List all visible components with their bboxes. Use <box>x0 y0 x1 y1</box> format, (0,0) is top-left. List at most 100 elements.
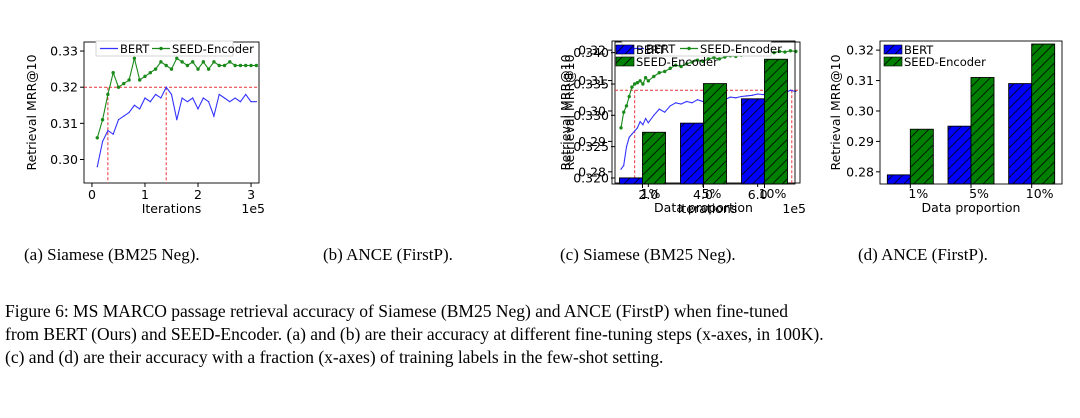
bar-seed <box>970 77 995 185</box>
data-point-bert <box>664 111 666 113</box>
y-tick-label: 0.340 <box>573 45 609 60</box>
data-point-seed <box>712 55 716 60</box>
data-point-bert <box>101 140 104 143</box>
data-point-seed <box>706 57 711 61</box>
data-point-seed <box>169 67 174 71</box>
data-point-bert <box>123 115 125 117</box>
data-point-seed <box>627 94 631 99</box>
y-tick-label: 0.29 <box>578 134 606 149</box>
data-point-seed <box>646 79 651 83</box>
data-point-seed <box>217 63 221 68</box>
legend-swatch-bert <box>615 44 635 55</box>
x-tick-label: 6.0 <box>748 187 768 202</box>
data-point-seed <box>249 63 253 68</box>
data-point-bert <box>658 108 660 110</box>
x-axis-label: Data proportion <box>654 200 753 215</box>
x-axis-label: Iterations <box>142 201 202 216</box>
data-point-seed <box>638 79 642 83</box>
y-tick-label: 0.30 <box>578 103 606 118</box>
data-point-seed <box>143 74 147 79</box>
bar-bert <box>1008 83 1033 185</box>
data-point-seed <box>175 56 179 60</box>
legend-label-bert: BERT <box>636 43 666 57</box>
data-point-bert <box>789 89 792 91</box>
data-point-bert <box>170 93 173 96</box>
data-point-seed <box>619 126 623 130</box>
bar-bert <box>741 98 765 185</box>
data-point-bert <box>160 97 162 99</box>
subcaption-a: (a) Siamese (BM25 Neg). <box>24 245 200 264</box>
y-tick-label: 0.325 <box>573 139 609 154</box>
data-point-bert <box>645 117 647 120</box>
legend-label-seed: SEED-Encoder <box>904 55 986 69</box>
bar-seed <box>1031 43 1056 185</box>
data-point-bert <box>631 133 633 135</box>
chart-b-ance-steps: 2.0 4.0 6.0 0.320 0.325 0.330 0.335 0.340 Iterat… <box>562 40 806 216</box>
data-point-seed <box>630 85 634 89</box>
data-point-seed <box>772 50 776 55</box>
data-point-seed <box>95 136 99 140</box>
data-point-bert <box>623 164 625 167</box>
data-point-seed <box>122 81 126 86</box>
series-line-bert <box>620 89 797 170</box>
data-point-seed <box>106 92 110 97</box>
chart-c-siamese-fewshot: 1% 5% 10% 0.28 0.29 0.30 0.31 0.32 Data proporti… <box>558 40 796 215</box>
bar-seed <box>703 83 727 185</box>
data-point-bert <box>795 90 797 93</box>
data-point-seed <box>185 63 190 68</box>
y-tick-label: 0.32 <box>50 80 78 95</box>
data-point-seed <box>695 58 700 62</box>
data-point-seed <box>233 63 237 68</box>
y-tick-label: 0.33 <box>50 44 78 59</box>
data-point-bert <box>117 119 120 121</box>
data-point-seed <box>632 82 637 86</box>
figure-caption: Figure 6: MS MARCO passage retrieval acc… <box>5 300 1075 369</box>
data-point-seed <box>663 69 667 74</box>
x-tick-label: 10% <box>759 186 787 201</box>
x-tick-label: 5% <box>969 186 989 201</box>
data-point-seed <box>180 60 184 64</box>
legend-marker-seed <box>159 46 163 51</box>
x-tick-label: 2 <box>194 187 202 202</box>
data-point-bert <box>636 127 639 129</box>
x-tick-label: 5% <box>702 186 722 201</box>
data-point-seed <box>191 60 195 64</box>
y-axis-label: Retrieval MRR@10 <box>562 54 577 170</box>
y-axis-label: Retrieval MRR@10 <box>558 54 573 170</box>
data-point-seed <box>652 74 656 79</box>
data-point-bert <box>202 97 204 99</box>
data-point-bert <box>176 119 178 121</box>
caption-line-1: Figure 6: MS MARCO passage retrieval acc… <box>5 301 788 321</box>
data-point-bert <box>139 108 141 110</box>
series-line-seed <box>96 57 257 138</box>
data-point-bert <box>628 136 630 138</box>
data-point-bert <box>620 168 622 170</box>
data-point-bert <box>735 97 737 99</box>
y-tick-label: 0.28 <box>846 164 874 179</box>
data-point-bert <box>107 129 109 132</box>
x-axis-label: Iterations <box>678 201 738 216</box>
legend-label-bert: BERT <box>646 42 676 56</box>
data-point-seed <box>701 59 705 64</box>
data-point-seed <box>159 60 163 64</box>
x-tick-label: 4.0 <box>693 187 713 202</box>
data-point-seed <box>783 50 787 54</box>
data-point-seed <box>254 63 259 68</box>
data-point-seed <box>137 78 142 82</box>
data-point-seed <box>684 62 689 66</box>
data-point-bert <box>218 93 220 96</box>
bar-bert <box>947 125 972 185</box>
legend-swatch-seed <box>883 56 903 67</box>
x-tick-label: 1% <box>908 186 928 201</box>
data-point-seed <box>212 60 216 64</box>
data-point-seed <box>100 118 105 122</box>
data-point-seed <box>777 49 782 54</box>
data-point-seed <box>668 66 672 71</box>
y-tick-label: 0.30 <box>846 103 874 118</box>
data-point-bert <box>757 93 759 95</box>
data-point-bert <box>680 103 682 105</box>
data-point-bert <box>250 101 252 103</box>
data-point-bert <box>696 99 699 101</box>
data-point-bert <box>133 104 135 106</box>
y-tick-label: 0.32 <box>578 43 606 58</box>
